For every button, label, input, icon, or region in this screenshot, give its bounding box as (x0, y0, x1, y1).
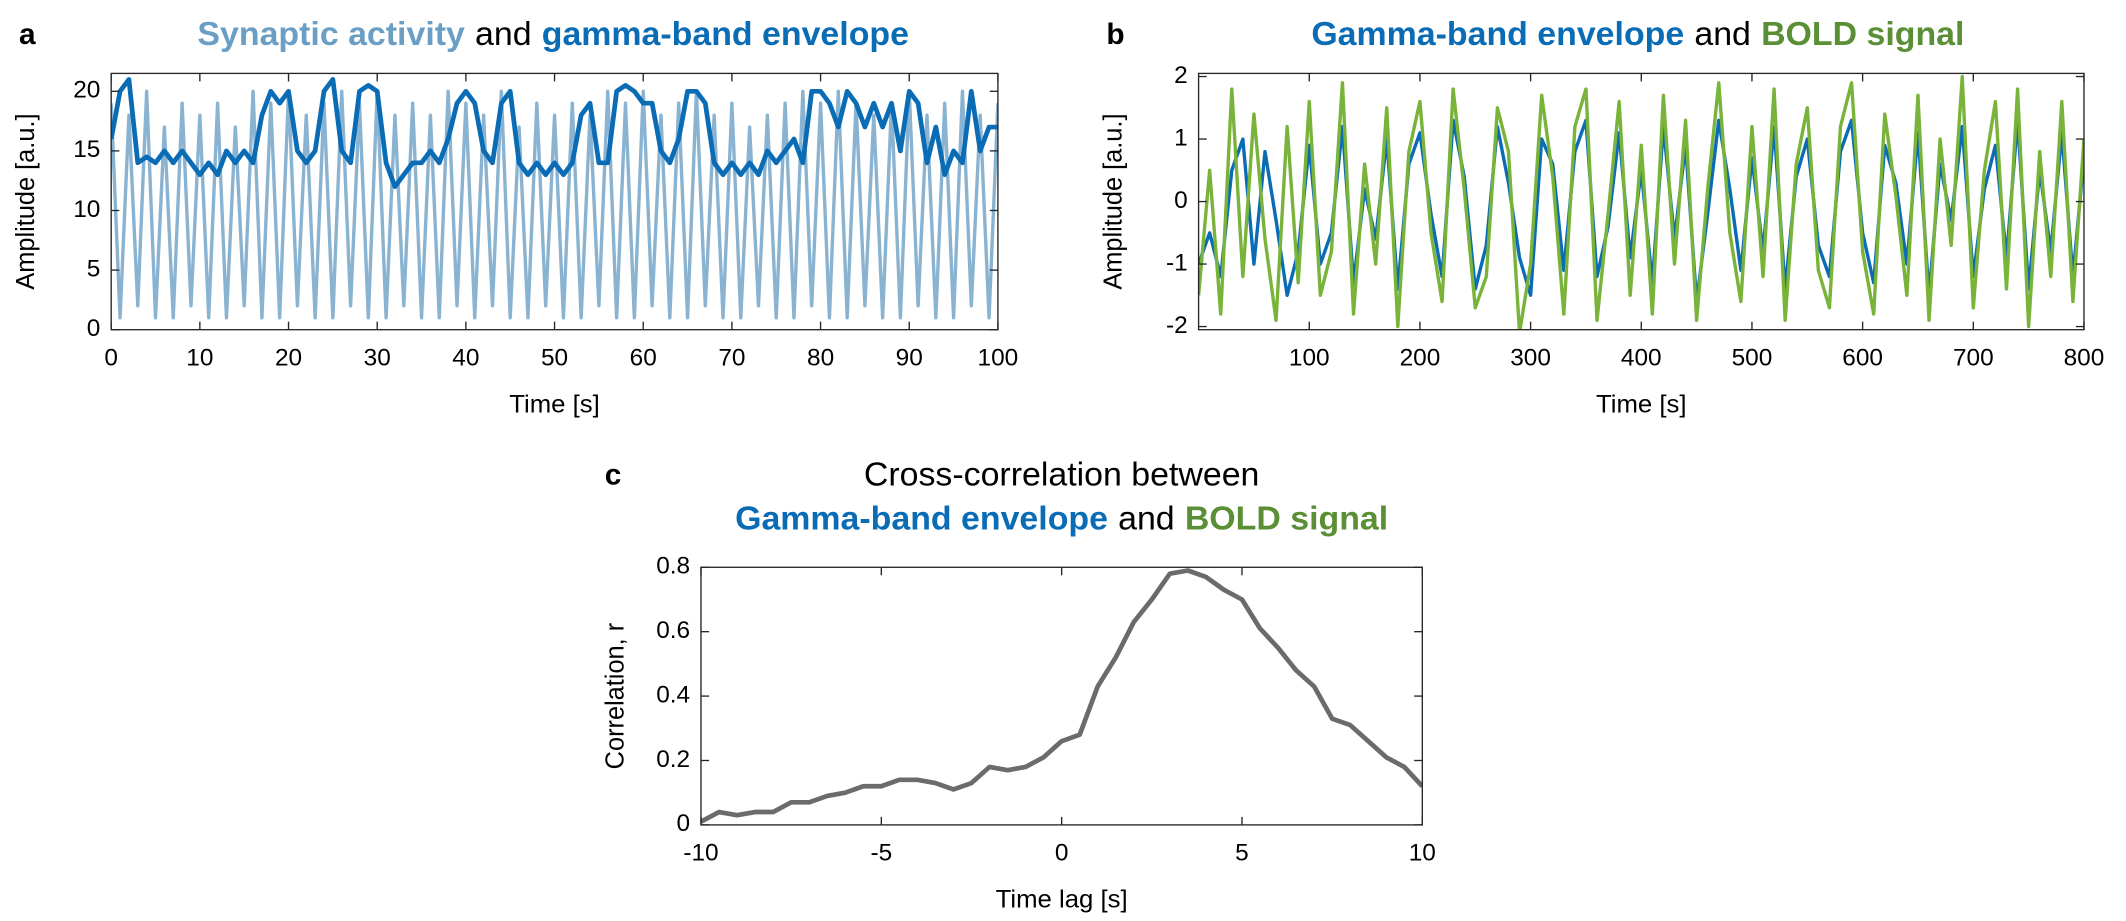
y-tick-label: 10 (73, 196, 100, 223)
y-tick-label: 1 (1174, 125, 1188, 152)
axes-box (110, 72, 999, 331)
x-tick-label: 20 (275, 345, 302, 372)
panel-letter: b (1106, 18, 1124, 51)
title-part: BOLD signal (1185, 501, 1388, 538)
axes-box (700, 566, 1423, 826)
y-tick-label: 2 (1174, 62, 1188, 89)
chart-title: Gamma-band envelope and BOLD signal (1311, 16, 1964, 53)
x-tick-label: 70 (718, 345, 745, 372)
title-part: and (475, 16, 532, 53)
title-part: gamma-band envelope (542, 16, 909, 53)
data-line (1198, 74, 2084, 330)
title-part: and (1694, 16, 1751, 53)
x-tick-label: 10 (1409, 840, 1436, 867)
x-tick-label: 80 (807, 345, 834, 372)
y-tick-label: 0.2 (656, 746, 690, 773)
y-tick-label: 0.6 (656, 617, 690, 644)
x-tick-label: 0 (1055, 840, 1069, 867)
panel-letter: c (605, 458, 622, 491)
x-tick-label: 600 (1842, 345, 1883, 372)
data-line (700, 568, 1423, 824)
x-tick-label: 400 (1621, 345, 1662, 372)
panel-letter: a (19, 18, 36, 51)
y-tick-label: 5 (87, 256, 101, 283)
x-axis-label: Time lag [s] (996, 886, 1128, 914)
x-tick-label: 10 (186, 345, 213, 372)
x-tick-label: -10 (683, 840, 718, 867)
plot-area (111, 77, 998, 320)
x-tick-label: 0 (104, 345, 118, 372)
x-tick-label: 30 (364, 345, 391, 372)
plot-area (1198, 74, 2084, 330)
data-line (111, 77, 998, 189)
chart-title: Synaptic activity and gamma-band envelope (197, 16, 909, 53)
x-tick-label: 5 (1235, 840, 1249, 867)
y-tick-label: 0 (677, 810, 691, 837)
y-tick-label: 0 (87, 315, 101, 342)
title-part: Synaptic activity (197, 16, 465, 53)
title-part: Gamma-band envelope (735, 501, 1108, 538)
x-axis-label: Time [s] (1596, 391, 1687, 419)
x-tick-label: 500 (1732, 345, 1773, 372)
x-tick-label: 100 (978, 345, 1019, 372)
y-axis-label: Amplitude [a.u.] (12, 113, 40, 289)
x-tick-label: 300 (1510, 345, 1551, 372)
y-tick-label: 20 (73, 77, 100, 104)
y-tick-label: -2 (1166, 312, 1188, 339)
chart-title: Cross-correlation between (864, 457, 1260, 494)
x-tick-label: 40 (452, 345, 479, 372)
y-axis-label: Amplitude [a.u.] (1099, 113, 1127, 289)
x-tick-label: 50 (541, 345, 568, 372)
title-part: and (1118, 501, 1175, 538)
x-tick-label: 100 (1289, 345, 1330, 372)
x-tick-label: 700 (1953, 345, 1994, 372)
y-tick-label: 15 (73, 136, 100, 163)
y-tick-label: 0 (1174, 187, 1188, 214)
x-axis-label: Time [s] (509, 391, 600, 419)
x-tick-label: 800 (2064, 345, 2105, 372)
axes-box (1197, 72, 2085, 331)
title-part: BOLD signal (1761, 16, 1964, 53)
title-part: Gamma-band envelope (1311, 16, 1684, 53)
y-tick-label: 0.4 (656, 682, 690, 709)
y-axis-label: Correlation, r (602, 622, 630, 769)
x-tick-label: 90 (896, 345, 923, 372)
y-tick-label: 0.8 (656, 553, 690, 580)
data-line (111, 89, 998, 320)
x-tick-label: -5 (870, 840, 892, 867)
title-part: Cross-correlation between (864, 457, 1260, 494)
x-tick-label: 60 (630, 345, 657, 372)
plot-area (700, 568, 1423, 824)
chart-title: Gamma-band envelope and BOLD signal (735, 501, 1388, 538)
x-tick-label: 200 (1400, 345, 1441, 372)
y-tick-label: -1 (1166, 250, 1188, 277)
